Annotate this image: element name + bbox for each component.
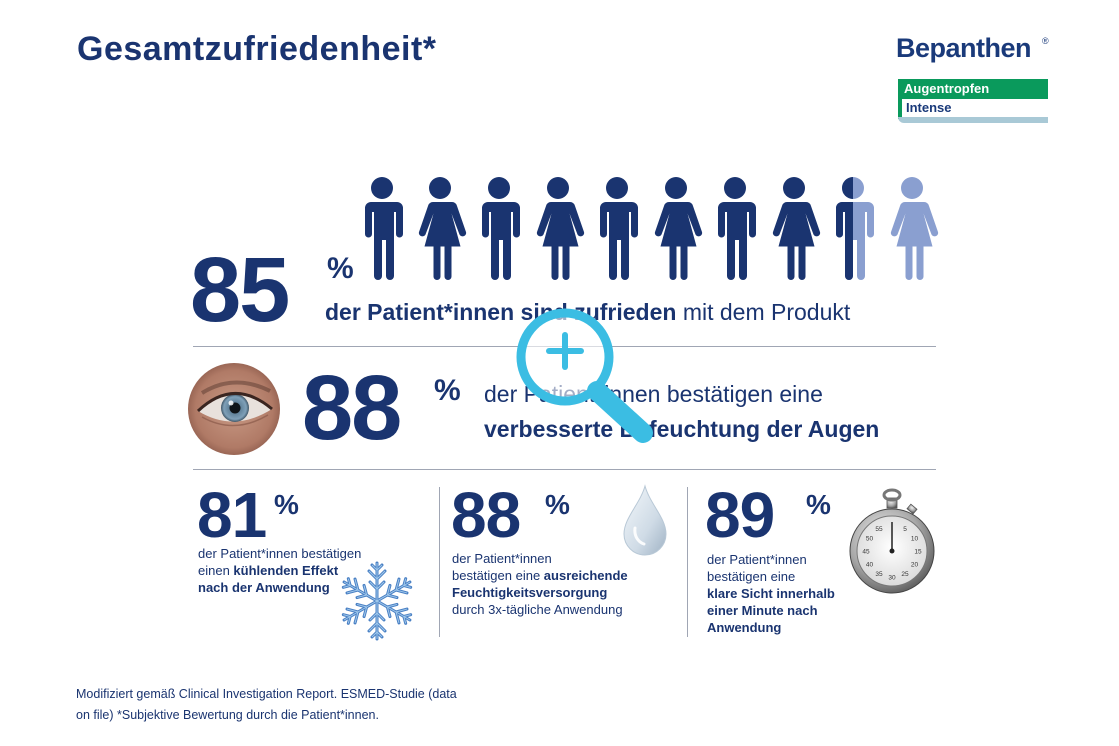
footnote-line1: Modifiziert gemäß Clinical Investigation… <box>76 687 457 701</box>
person-10 <box>890 177 939 280</box>
stat-85-text-bold: der Patient*innen sind zufrieden <box>325 299 677 325</box>
bepanthen-logo: Bepanthen ® Augentropfen Intense <box>896 33 1054 125</box>
person-7 <box>718 177 756 280</box>
column-divider-2 <box>687 487 688 637</box>
stopwatch-tick-label: 20 <box>911 561 919 568</box>
stat-88-percent: % <box>434 374 461 407</box>
stat-88b-text-bold2: Feuchtigkeitsversorgung <box>452 585 608 600</box>
person-4 <box>536 177 585 280</box>
stopwatch-tick-label: 15 <box>914 548 922 555</box>
stat-88b-text-c: durch 3x-tägliche Anwendung <box>452 602 623 617</box>
stat-81-text-bold2: nach der Anwendung <box>198 580 330 595</box>
logo-reg: ® <box>1042 36 1049 46</box>
stat-89-text-b: bestätigen eine <box>707 569 796 584</box>
stat-81-text: der Patient*innen bestätigen einen kühle… <box>198 545 398 596</box>
stat-81-percent: % <box>274 489 299 520</box>
magnifier-zoom-icon[interactable] <box>505 305 665 455</box>
stat-88-value: 88 <box>302 357 402 459</box>
stopwatch-tick-label: 30 <box>888 574 896 581</box>
person-5 <box>600 177 638 280</box>
logo-white-band: Intense <box>898 99 1048 119</box>
stopwatch-tick-label: 55 <box>875 526 883 533</box>
stat-88b-text-bold1: ausreichende <box>543 568 628 583</box>
stat-89-text-bold3: Anwendung <box>707 620 782 635</box>
stat-85-text: der Patient*innen sind zufrieden mit dem… <box>325 299 850 326</box>
stat-89-percent: % <box>806 489 831 520</box>
person-6 <box>654 177 703 280</box>
stopwatch-tick-label: 45 <box>862 548 870 555</box>
column-divider-1 <box>439 487 440 637</box>
person-3 <box>482 177 520 280</box>
stat-89-text-bold1: klare Sicht innerhalb <box>707 586 835 601</box>
stat-85-percent: % <box>327 252 354 285</box>
person-2 <box>418 177 467 280</box>
footnote: Modifiziert gemäß Clinical Investigation… <box>76 684 556 726</box>
snowflake-icon <box>338 561 416 641</box>
stat-89-value: 89 <box>705 479 775 551</box>
people-pictogram <box>365 177 939 280</box>
logo-brand: Bepanthen <box>896 33 1032 63</box>
stopwatch-tick-label: 5 <box>903 526 907 533</box>
stat-85-value: 85 <box>190 239 290 341</box>
logo-line2: Intense <box>906 100 952 115</box>
stopwatch-tick-label: 50 <box>866 535 874 542</box>
stat-88-text-line2: verbesserte Befeuchtung der Augen <box>484 416 880 442</box>
stat-88b-text-a: der Patient*innen <box>452 551 552 566</box>
person-9-half <box>836 177 874 280</box>
stat-88b-text-b: bestätigen eine <box>452 568 544 583</box>
divider-2 <box>193 469 936 470</box>
stat-88b-text: der Patient*innen bestätigen eine ausrei… <box>452 550 672 618</box>
page-title: Gesamtzufriedenheit* <box>77 30 437 68</box>
stat-88b-value: 88 <box>451 479 521 551</box>
stat-89-text: der Patient*innen bestätigen eine klare … <box>707 551 857 636</box>
stat-89-text-a: der Patient*innen <box>707 552 807 567</box>
logo-line1: Augentropfen <box>904 81 990 96</box>
water-drop-icon <box>623 484 667 556</box>
stopwatch-tick-label: 10 <box>911 535 919 542</box>
person-1 <box>365 177 403 280</box>
stat-89-text-bold2: einer Minute nach <box>707 603 818 618</box>
stopwatch-tick-label: 25 <box>901 571 909 578</box>
logo-swoosh <box>898 117 1048 123</box>
person-8 <box>772 177 821 280</box>
stat-81-text-bold1: kühlenden Effekt <box>233 563 339 578</box>
logo-green-band: Augentropfen <box>898 79 1048 99</box>
stat-81-text-a: der Patient*innen bestätigen <box>198 546 362 561</box>
stat-88b-percent: % <box>545 489 570 520</box>
stat-85-text-regular: mit dem Produkt <box>676 299 851 325</box>
stat-81-value: 81 <box>197 479 267 551</box>
eye-photo <box>188 363 280 455</box>
footnote-line2: on file) *Subjektive Bewertung durch die… <box>76 708 379 722</box>
stopwatch-tick-label: 40 <box>866 561 874 568</box>
stat-81-text-b: einen <box>198 563 234 578</box>
stopwatch-tick-label: 35 <box>875 571 883 578</box>
